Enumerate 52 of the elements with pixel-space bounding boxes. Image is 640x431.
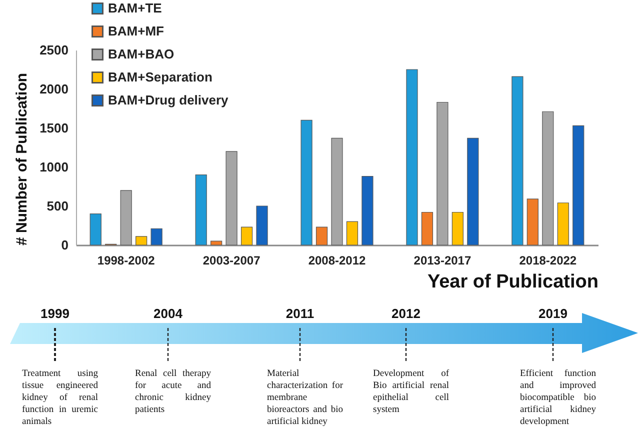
y-tick-label: 0 xyxy=(61,238,68,252)
bar xyxy=(120,190,132,246)
text: Efficient function and improved biocompatible bio artificial kidney development xyxy=(520,368,596,428)
legend-label: BAM+Separation xyxy=(108,70,212,84)
x-tick-label: 1998-2002 xyxy=(97,254,156,268)
bar xyxy=(406,69,418,246)
bar xyxy=(300,120,312,246)
bar xyxy=(331,138,343,246)
bar xyxy=(542,111,554,246)
legend-label: BAM+MF xyxy=(108,24,164,38)
legend-label: BAM+BAO xyxy=(108,46,174,62)
x-axis-title: Year of Publication xyxy=(427,272,598,292)
bar xyxy=(572,125,584,246)
y-tick-label: 2000 xyxy=(40,82,68,96)
bar xyxy=(195,174,207,246)
text: Material characterization for membrane bioreactors and bio artificial kidney xyxy=(267,368,343,428)
y-tick-label: 1500 xyxy=(40,120,68,136)
bar xyxy=(210,240,222,246)
text: Treatment using tissue engineered kidney of renal function in uremic animals xyxy=(22,368,98,428)
bar xyxy=(136,236,148,246)
bar xyxy=(316,226,328,246)
legend-label: BAM+Drug delivery xyxy=(108,92,230,108)
y-tick-label: 2500 xyxy=(40,42,68,58)
y-axis-title: # Number of Publication xyxy=(14,72,31,246)
bar xyxy=(90,214,102,246)
text: 2004 xyxy=(154,306,182,321)
text: 2011 xyxy=(286,306,314,321)
text: Renal cell therapy for acute and chronic kidney patients xyxy=(135,368,211,416)
x-tick-label: 2018-2022 xyxy=(519,254,577,268)
bar xyxy=(512,76,524,246)
legend-label: BAM+TE xyxy=(108,0,162,16)
bar xyxy=(240,226,253,246)
text: 2019 xyxy=(538,306,568,321)
text: Development of Bio artificial renal epithelial cell system xyxy=(373,368,449,416)
bar xyxy=(436,102,448,246)
bar xyxy=(362,176,374,246)
bar xyxy=(557,202,569,246)
x-tick-label: 2008-2012 xyxy=(308,254,366,268)
bar xyxy=(467,138,479,246)
bar xyxy=(256,206,268,246)
text: 1999 xyxy=(40,306,70,321)
text: 2012 xyxy=(392,306,420,321)
bar xyxy=(452,212,464,246)
bar xyxy=(421,212,434,246)
bar xyxy=(226,151,238,246)
y-tick-label: 500 xyxy=(46,198,68,214)
x-tick-label: 2003-2007 xyxy=(202,254,261,268)
bar xyxy=(346,221,358,246)
bar xyxy=(150,228,162,246)
bar xyxy=(526,198,538,246)
x-tick-label: 2013-2017 xyxy=(414,254,472,268)
y-tick-label: 1000 xyxy=(40,160,68,174)
